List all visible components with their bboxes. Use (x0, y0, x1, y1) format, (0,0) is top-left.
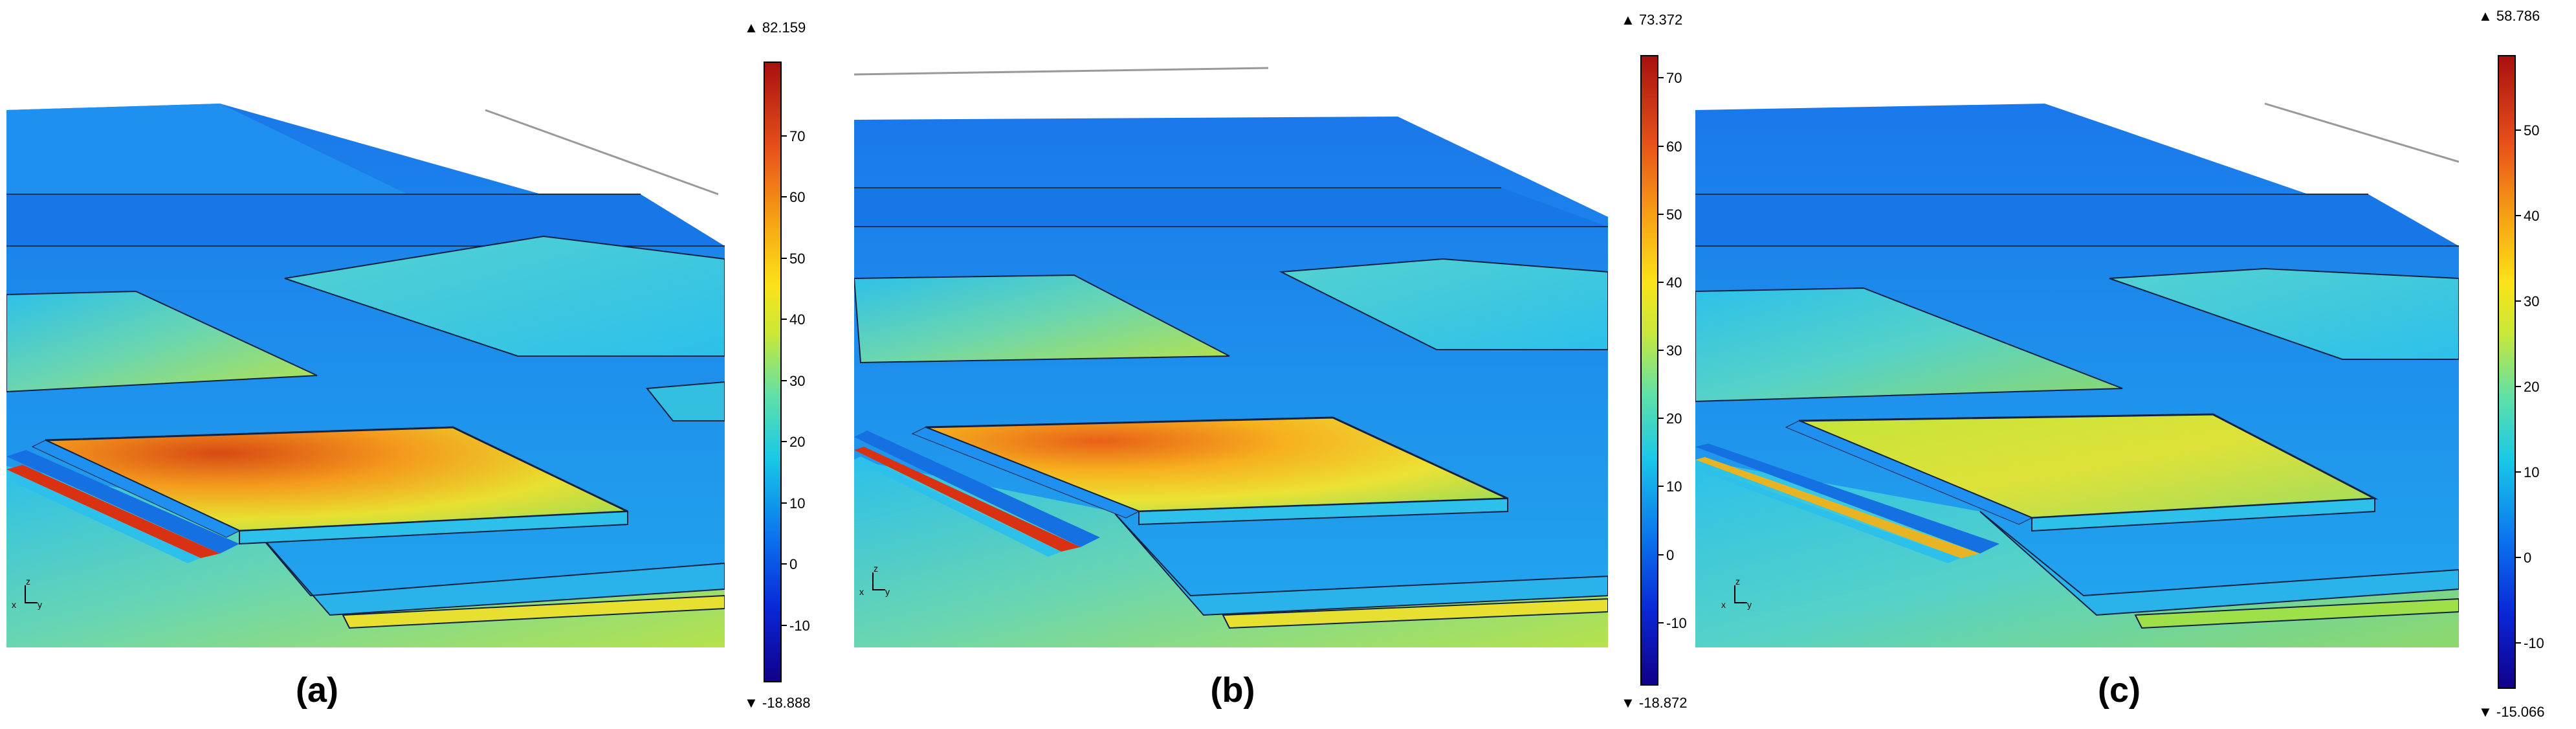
colorbar-tick-mark (780, 196, 787, 198)
colorbar-tick-label: 40 (1666, 274, 1682, 291)
colorbar-tick-mark (1657, 145, 1664, 147)
colorbar-strip-c (2498, 55, 2516, 689)
colorbar-tick-mark (2515, 215, 2521, 216)
colorbar-tick-label: 50 (789, 250, 806, 267)
colorbar-tick-mark (780, 563, 787, 565)
colorbar-tick-mark (2515, 386, 2521, 388)
colorbar-tick-mark (1657, 554, 1664, 555)
colorbar-tick-mark (2515, 129, 2521, 131)
axis-triad-c: z x y (1721, 576, 1760, 615)
colorbar-tick-mark (2515, 471, 2521, 473)
colorbar-tick-label: 20 (789, 434, 806, 451)
simulation-render-c: z x y (1695, 97, 2459, 647)
colorbar-tick-label: 70 (789, 128, 806, 144)
caption-c: (c) (2098, 671, 2141, 710)
colorbar-max-b: ▲ 73.372 (1621, 12, 1683, 28)
colorbar-tick-mark (780, 502, 787, 504)
colorbar-tick-mark (780, 257, 787, 259)
axis-z-label: z (1735, 576, 1740, 587)
colorbar-strip-a (764, 62, 782, 682)
colorbar-min-a: ▼ -18.888 (744, 695, 811, 711)
colorbar-tick-mark (1657, 418, 1664, 420)
axis-y-label: y (1747, 600, 1752, 610)
colorbar-tick-mark (1657, 486, 1664, 488)
colorbar-tick-mark (780, 624, 787, 626)
caption-b: (b) (1210, 671, 1255, 710)
axis-x-label: x (859, 587, 864, 597)
colorbar-tick-label: 20 (1666, 410, 1682, 427)
axis-z-label: z (26, 576, 30, 587)
colorbar-tick-label: 60 (789, 189, 806, 206)
axis-x-label: x (1721, 600, 1726, 610)
render-svg-a (6, 104, 725, 647)
colorbar-tick-label: 50 (1666, 206, 1682, 223)
colorbar-tick-label: 0 (789, 556, 798, 573)
axis-z-label: z (874, 563, 878, 574)
colorbar-min-b: ▼ -18.872 (1621, 695, 1688, 711)
colorbar-tick-mark (1657, 77, 1664, 79)
colorbar-tick-label: 40 (2524, 208, 2540, 224)
colorbar-tick-label: 30 (789, 372, 806, 389)
colorbar-max-c: ▲ 58.786 (2478, 8, 2540, 24)
axis-y-label: y (885, 587, 890, 597)
colorbar-tick-mark (780, 135, 787, 137)
colorbar-tick-label: 20 (2524, 379, 2540, 396)
colorbar-strip-b (1640, 55, 1658, 686)
panel-c: z x y (c) ▲ 58.786 ▼ -15.066 50 40 30 20 10 0… (1695, 0, 2576, 729)
panel-b: z x y (b) ▲ 73.372 ▼ -18.872 70 60 50 40 30 2… (841, 0, 1708, 729)
colorbar-tick-label: 50 (2524, 122, 2540, 139)
simulation-render-b: z x y (854, 58, 1608, 647)
colorbar-tick-label: 0 (1666, 546, 1675, 563)
colorbar-tick-label: 70 (1666, 70, 1682, 87)
colorbar-tick-label: 40 (789, 311, 806, 328)
axis-x-label: x (12, 600, 16, 610)
colorbar-tick-mark (1657, 213, 1664, 215)
colorbar-tick-mark (780, 319, 787, 320)
colorbar-tick-label: 10 (2524, 464, 2540, 481)
axis-triad-b: z x y (859, 563, 898, 602)
colorbar-tick-label: -10 (2524, 635, 2544, 652)
colorbar-max-a: ▲ 82.159 (744, 19, 806, 36)
colorbar-tick-mark (780, 379, 787, 381)
colorbar-tick-label: 30 (1666, 342, 1682, 359)
caption-a: (a) (296, 671, 338, 710)
colorbar-tick-mark (2515, 557, 2521, 559)
colorbar-tick-label: 10 (1666, 478, 1682, 495)
colorbar-tick-mark (2515, 642, 2521, 644)
render-svg-b (854, 67, 1608, 647)
render-svg-c (1695, 102, 2459, 647)
colorbar-tick-label: -10 (789, 617, 810, 634)
colorbar-tick-label: 60 (1666, 138, 1682, 155)
colorbar-tick-mark (1657, 281, 1664, 283)
colorbar-tick-mark (1657, 350, 1664, 352)
axis-triad-a: z x y (12, 576, 50, 615)
panel-a: z x y (a) ▲ 82.159 ▼ -18.888 70 60 50 40 30 2… (0, 0, 841, 729)
colorbar-tick-mark (1657, 622, 1664, 623)
axis-y-label: y (38, 600, 42, 610)
colorbar-tick-label: 0 (2524, 550, 2532, 566)
colorbar-tick-label: -10 (1666, 614, 1687, 631)
colorbar-tick-mark (2515, 300, 2521, 302)
colorbar-min-c: ▼ -15.066 (2478, 704, 2545, 720)
colorbar-tick-mark (780, 441, 787, 443)
colorbar-tick-label: 10 (789, 495, 806, 511)
colorbar-tick-label: 30 (2524, 293, 2540, 310)
simulation-render-a: z x y (6, 97, 725, 647)
